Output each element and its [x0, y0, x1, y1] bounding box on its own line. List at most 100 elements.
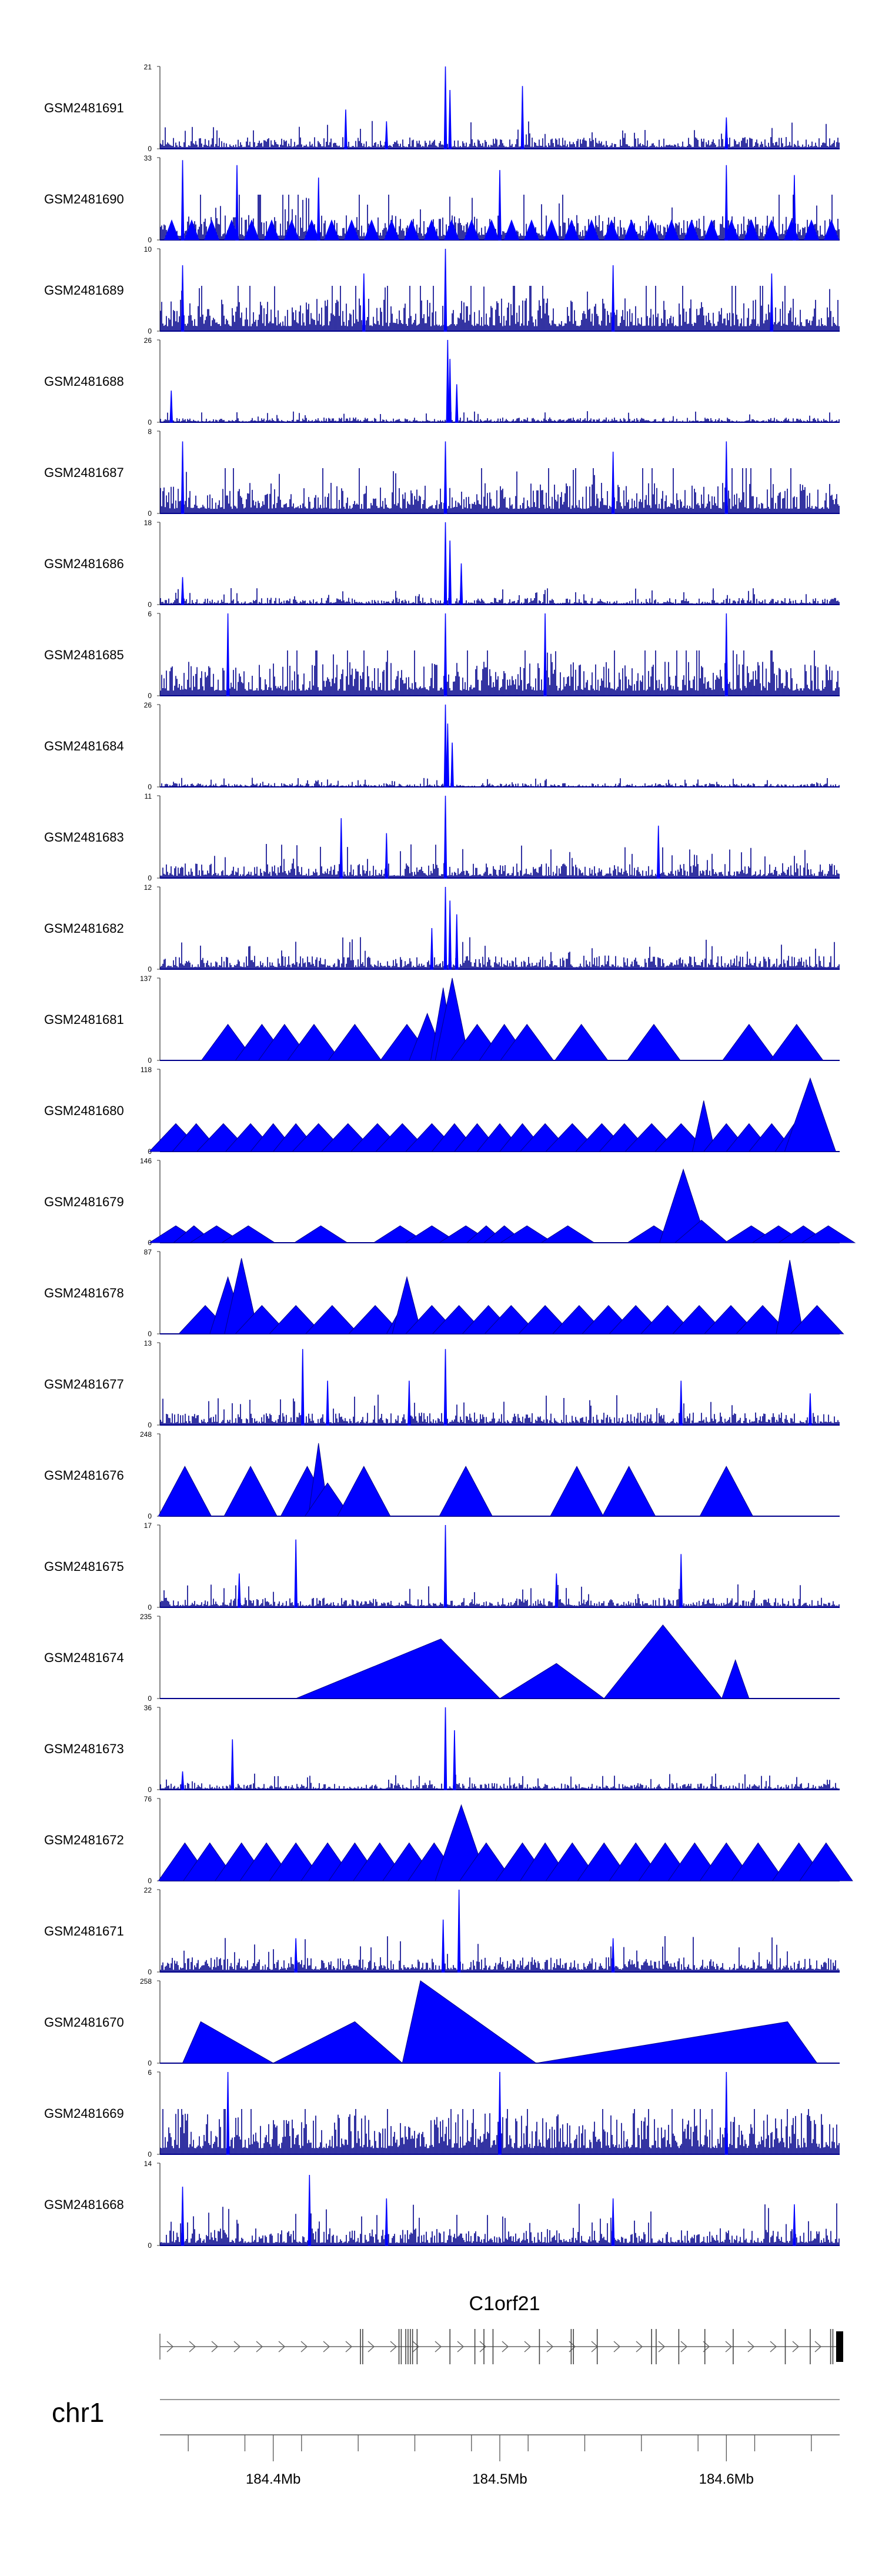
y-min-label: 0	[148, 2241, 152, 2250]
peak	[339, 818, 343, 879]
track-GSM2481668: GSM2481668 14 0	[44, 2160, 840, 2250]
y-min-label: 0	[148, 1421, 152, 1429]
peak	[443, 613, 447, 696]
peak	[201, 1023, 255, 1061]
track-GSM2481670: GSM2481670 258 0	[44, 1977, 840, 2067]
peak	[793, 2204, 796, 2246]
signal-bars	[160, 650, 840, 696]
strand-arrow	[613, 2341, 621, 2353]
y-min-label: 0	[148, 509, 152, 518]
track-label: GSM2481670	[44, 2015, 124, 2030]
peak	[656, 825, 660, 879]
track-label: GSM2481669	[44, 2106, 124, 2121]
peak	[721, 1659, 750, 1699]
peak	[520, 86, 524, 149]
track-label: GSM2481684	[44, 739, 124, 753]
y-max-label: 36	[144, 1704, 152, 1712]
peak	[328, 1023, 382, 1061]
track-GSM2481681: GSM2481681 137 0	[44, 975, 840, 1065]
peak	[784, 1077, 837, 1152]
peak	[699, 1466, 754, 1517]
track-GSM2481688: GSM2481688 26 0	[44, 336, 840, 426]
peak	[448, 359, 452, 423]
gene-body	[159, 2329, 843, 2364]
peak	[453, 1730, 456, 1790]
y-max-label: 10	[144, 245, 152, 253]
peak	[611, 2198, 615, 2246]
peak	[499, 1663, 605, 1699]
peak	[603, 1624, 723, 1699]
track-GSM2481687: GSM2481687 8 0	[44, 428, 840, 518]
signal-bars	[160, 468, 840, 513]
sample-tracks: GSM2481691210GSM2481690330GSM2481689100G…	[44, 63, 856, 2250]
y-max-label: 6	[148, 610, 152, 618]
peak	[181, 160, 185, 241]
peak	[448, 900, 452, 970]
gene-label: C1orf21	[469, 2293, 540, 2315]
peak	[484, 1304, 539, 1334]
peak	[235, 1304, 289, 1334]
axis-body: 184.4Mb 184.5Mb 184.6Mb	[160, 2399, 840, 2487]
y-min-label: 0	[148, 1603, 152, 1611]
chromosome-label: chr1	[52, 2397, 104, 2428]
y-max-label: 26	[144, 336, 152, 345]
peak	[499, 1225, 554, 1243]
y-max-label: 235	[140, 1613, 152, 1621]
peak	[611, 1938, 615, 1973]
peak	[293, 1225, 349, 1243]
peak	[443, 886, 447, 970]
peak	[443, 795, 447, 879]
peak	[790, 1304, 844, 1334]
peak	[304, 1482, 351, 1517]
peak	[407, 1380, 411, 1426]
signal-fill	[164, 219, 839, 240]
track-GSM2481678: GSM2481678 87 0	[44, 1248, 844, 1338]
signal-bars	[160, 778, 840, 787]
y-min-label: 0	[148, 1056, 152, 1065]
track-label: GSM2481689	[44, 283, 124, 298]
track-GSM2481689: GSM2481689 10 0	[44, 245, 840, 335]
peak	[235, 165, 239, 241]
track-GSM2481675: GSM2481675 17 0	[44, 1521, 840, 1611]
peak	[799, 1842, 853, 1881]
track-label: GSM2481668	[44, 2197, 124, 2212]
peak	[344, 109, 348, 149]
peak	[455, 384, 459, 423]
strand-arrow	[747, 2341, 755, 2353]
peak	[385, 121, 389, 149]
peak	[404, 1225, 460, 1243]
peak	[769, 1023, 824, 1061]
peak	[543, 613, 547, 696]
strand-arrow	[770, 2341, 777, 2353]
strand-arrow	[300, 2341, 308, 2353]
strand-arrow	[278, 2341, 286, 2353]
exon-terminal	[836, 2331, 843, 2362]
track-GSM2481673: GSM2481673 36 0	[44, 1704, 840, 1794]
strand-arrow	[680, 2341, 688, 2353]
peak	[724, 441, 729, 514]
y-max-label: 26	[144, 701, 152, 709]
track-label: GSM2481690	[44, 192, 124, 206]
peak	[181, 577, 185, 605]
signal-bars	[160, 121, 840, 149]
peak	[226, 613, 230, 696]
peak	[611, 265, 615, 332]
peak	[800, 1225, 856, 1243]
strand-arrow	[368, 2341, 375, 2353]
y-max-label: 22	[144, 1886, 152, 1894]
peak	[238, 1573, 241, 1608]
track-label: GSM2481671	[44, 1924, 124, 1938]
track-label: GSM2481688	[44, 374, 124, 389]
y-max-label: 11	[145, 792, 152, 800]
track-label: GSM2481673	[44, 1741, 124, 1756]
signal-bars	[160, 1394, 840, 1425]
y-max-label: 8	[148, 428, 152, 436]
peak	[336, 1466, 391, 1517]
peak	[724, 165, 729, 241]
y-max-label: 258	[140, 1977, 152, 1986]
peak	[287, 1023, 341, 1061]
y-min-label: 0	[148, 2150, 152, 2158]
signal-bars	[160, 1773, 840, 1790]
track-label: GSM2481685	[44, 648, 124, 662]
y-min-label: 0	[148, 965, 152, 973]
